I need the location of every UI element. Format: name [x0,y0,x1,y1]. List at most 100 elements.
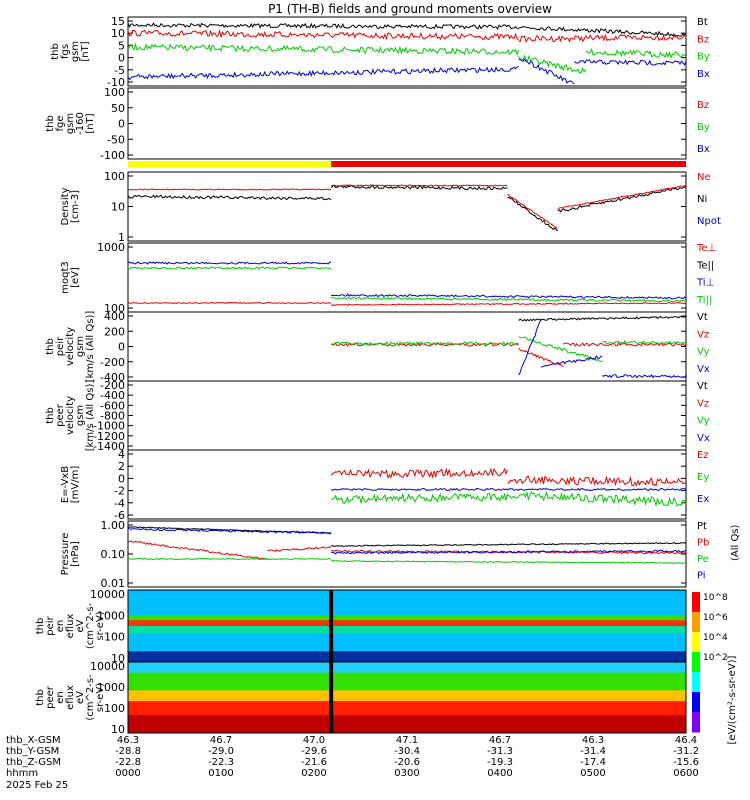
y-label-line: thb [35,689,46,706]
x-tick-label: -29.0 [208,746,234,757]
y-label-line: peir [55,336,66,356]
x-tick-label: 46.7 [210,735,232,746]
panel-frame [127,242,687,313]
units-right: (All Qs) [730,524,741,561]
spectrogram-band [128,615,686,621]
series-Pi [127,527,687,555]
x-tick-label: -31.3 [487,746,513,757]
y-label-line: fge [55,115,66,131]
x-tick-label: 0000 [115,768,140,779]
y-label-line: [nT] [80,41,91,61]
y-axis-label: thb fge gsm -160 [nT] [45,112,96,135]
y-label-line: fgs [60,44,71,59]
y-axis-label: thb fgs gsm [nT] [50,41,91,62]
y-label-line: [km/s (All Qs)] [85,380,96,452]
y-tick-label: -400 [100,371,125,384]
x-row-label: thb_Y-GSM [6,746,59,757]
spectrogram-band [128,662,686,674]
series-Ez [330,467,687,487]
x-tick-label: 0500 [580,768,605,779]
x-tick-label: 46.4 [675,735,697,746]
y-tick-label: -1400 [93,440,125,453]
x-tick-label: 46.3 [117,735,139,746]
colorbar-tick: 10^8 [703,593,728,603]
spectrogram-band [128,672,686,691]
y-tick-label: 100 [104,702,125,715]
y-axis-label: thb peer en eflux eV (cm^2-s-sr-eV) [35,674,106,721]
y-tick-label: 50 [111,102,125,115]
spectrogram-band [128,701,686,716]
y-label-line: thb [45,115,56,132]
series-Bz [127,29,687,44]
legend-Vy: Vy [697,347,710,358]
y-tick-label: 10 [111,723,125,736]
x-tick-label: 0200 [301,768,326,779]
y-tick-label: 0.01 [101,577,126,590]
y-tick-label: 1000 [97,681,125,694]
y-tick-label: -200 [100,356,125,369]
y-tick-label: -6 [114,509,125,522]
y-label-line: [nPa] [70,541,81,567]
y-axis-label: Pressure [nPa] [60,533,81,576]
y-tick-label: 100 [104,170,125,183]
panel-frame [127,87,687,160]
figure-title: P1 (TH-B) fields and ground moments over… [268,2,552,16]
y-tick-label: 200 [104,325,125,338]
x-tick-label: -15.6 [673,757,699,768]
y-tick-label: -600 [100,399,125,412]
y-tick-label: 4 [118,448,125,461]
series-Vt [518,315,687,322]
y-label-line: velocity [65,327,76,366]
y-label-line: en [55,691,66,704]
x-tick-label: 46.3 [582,735,604,746]
y-tick-label: 100 [104,631,125,644]
y-label-line: (cm^2-s- [85,674,96,721]
y-label-line: peir [45,615,56,635]
y-axis-label: E=-VxB [mV/m] [60,466,81,504]
y-tick-label: 0 [118,341,125,354]
y-label-line: thb [50,43,61,60]
y-tick-label: 10000 [90,660,125,673]
x-tick-label: 47.0 [303,735,325,746]
y-tick-label: 1 [118,231,125,244]
x-tick-label: 0100 [208,768,233,779]
legend-Ey: Ey [697,472,709,483]
x-tick-label: 0400 [487,768,512,779]
y-axis-label: thb peer velocity gsm [km/s (All Qs)] [45,380,96,452]
legend-Vy: Vy [697,416,710,427]
y-label-line: velocity [65,396,76,435]
spectrogram-band [128,690,686,702]
legend-Vt: Vt [697,312,708,323]
series-By [127,42,687,74]
x-tick-label: -22.8 [115,757,141,768]
legend-Bz: Bz [697,100,709,111]
y-tick-label: 100 [104,302,125,315]
panel-frame [127,171,687,242]
x-tick-label: -19.3 [487,757,513,768]
y-label-line: eflux [65,685,76,710]
y-label-line: (cm^2-s- [85,602,96,649]
y-tick-label: -1200 [93,430,125,443]
y-tick-label: 5 [118,39,125,52]
y-label-line: gsm [75,336,86,357]
y-tick-label: 1000 [97,609,125,622]
legend-Pt: Pt [697,521,707,532]
y-label-line: [eV] [70,267,81,288]
y-tick-label: -2 [114,485,125,498]
y-label-line: peer [45,685,56,709]
series-Ey [331,490,687,508]
y-tick-label: 10 [111,27,125,40]
legend-Pe: Pe [697,554,709,565]
colorbar-tick: 10^6 [703,613,728,623]
x-tick-label: -22.3 [208,757,234,768]
x-tick-label: -31.2 [673,746,699,757]
series-Ex [330,487,687,492]
series-Bt [127,22,687,37]
data-gap [329,662,334,733]
panel-frame [127,311,687,382]
y-tick-label: -1000 [93,420,125,433]
y-tick-label: 10 [111,652,125,665]
y-tick-label: -50 [107,133,125,146]
data-gap [329,590,334,662]
panel-frame [127,449,687,520]
